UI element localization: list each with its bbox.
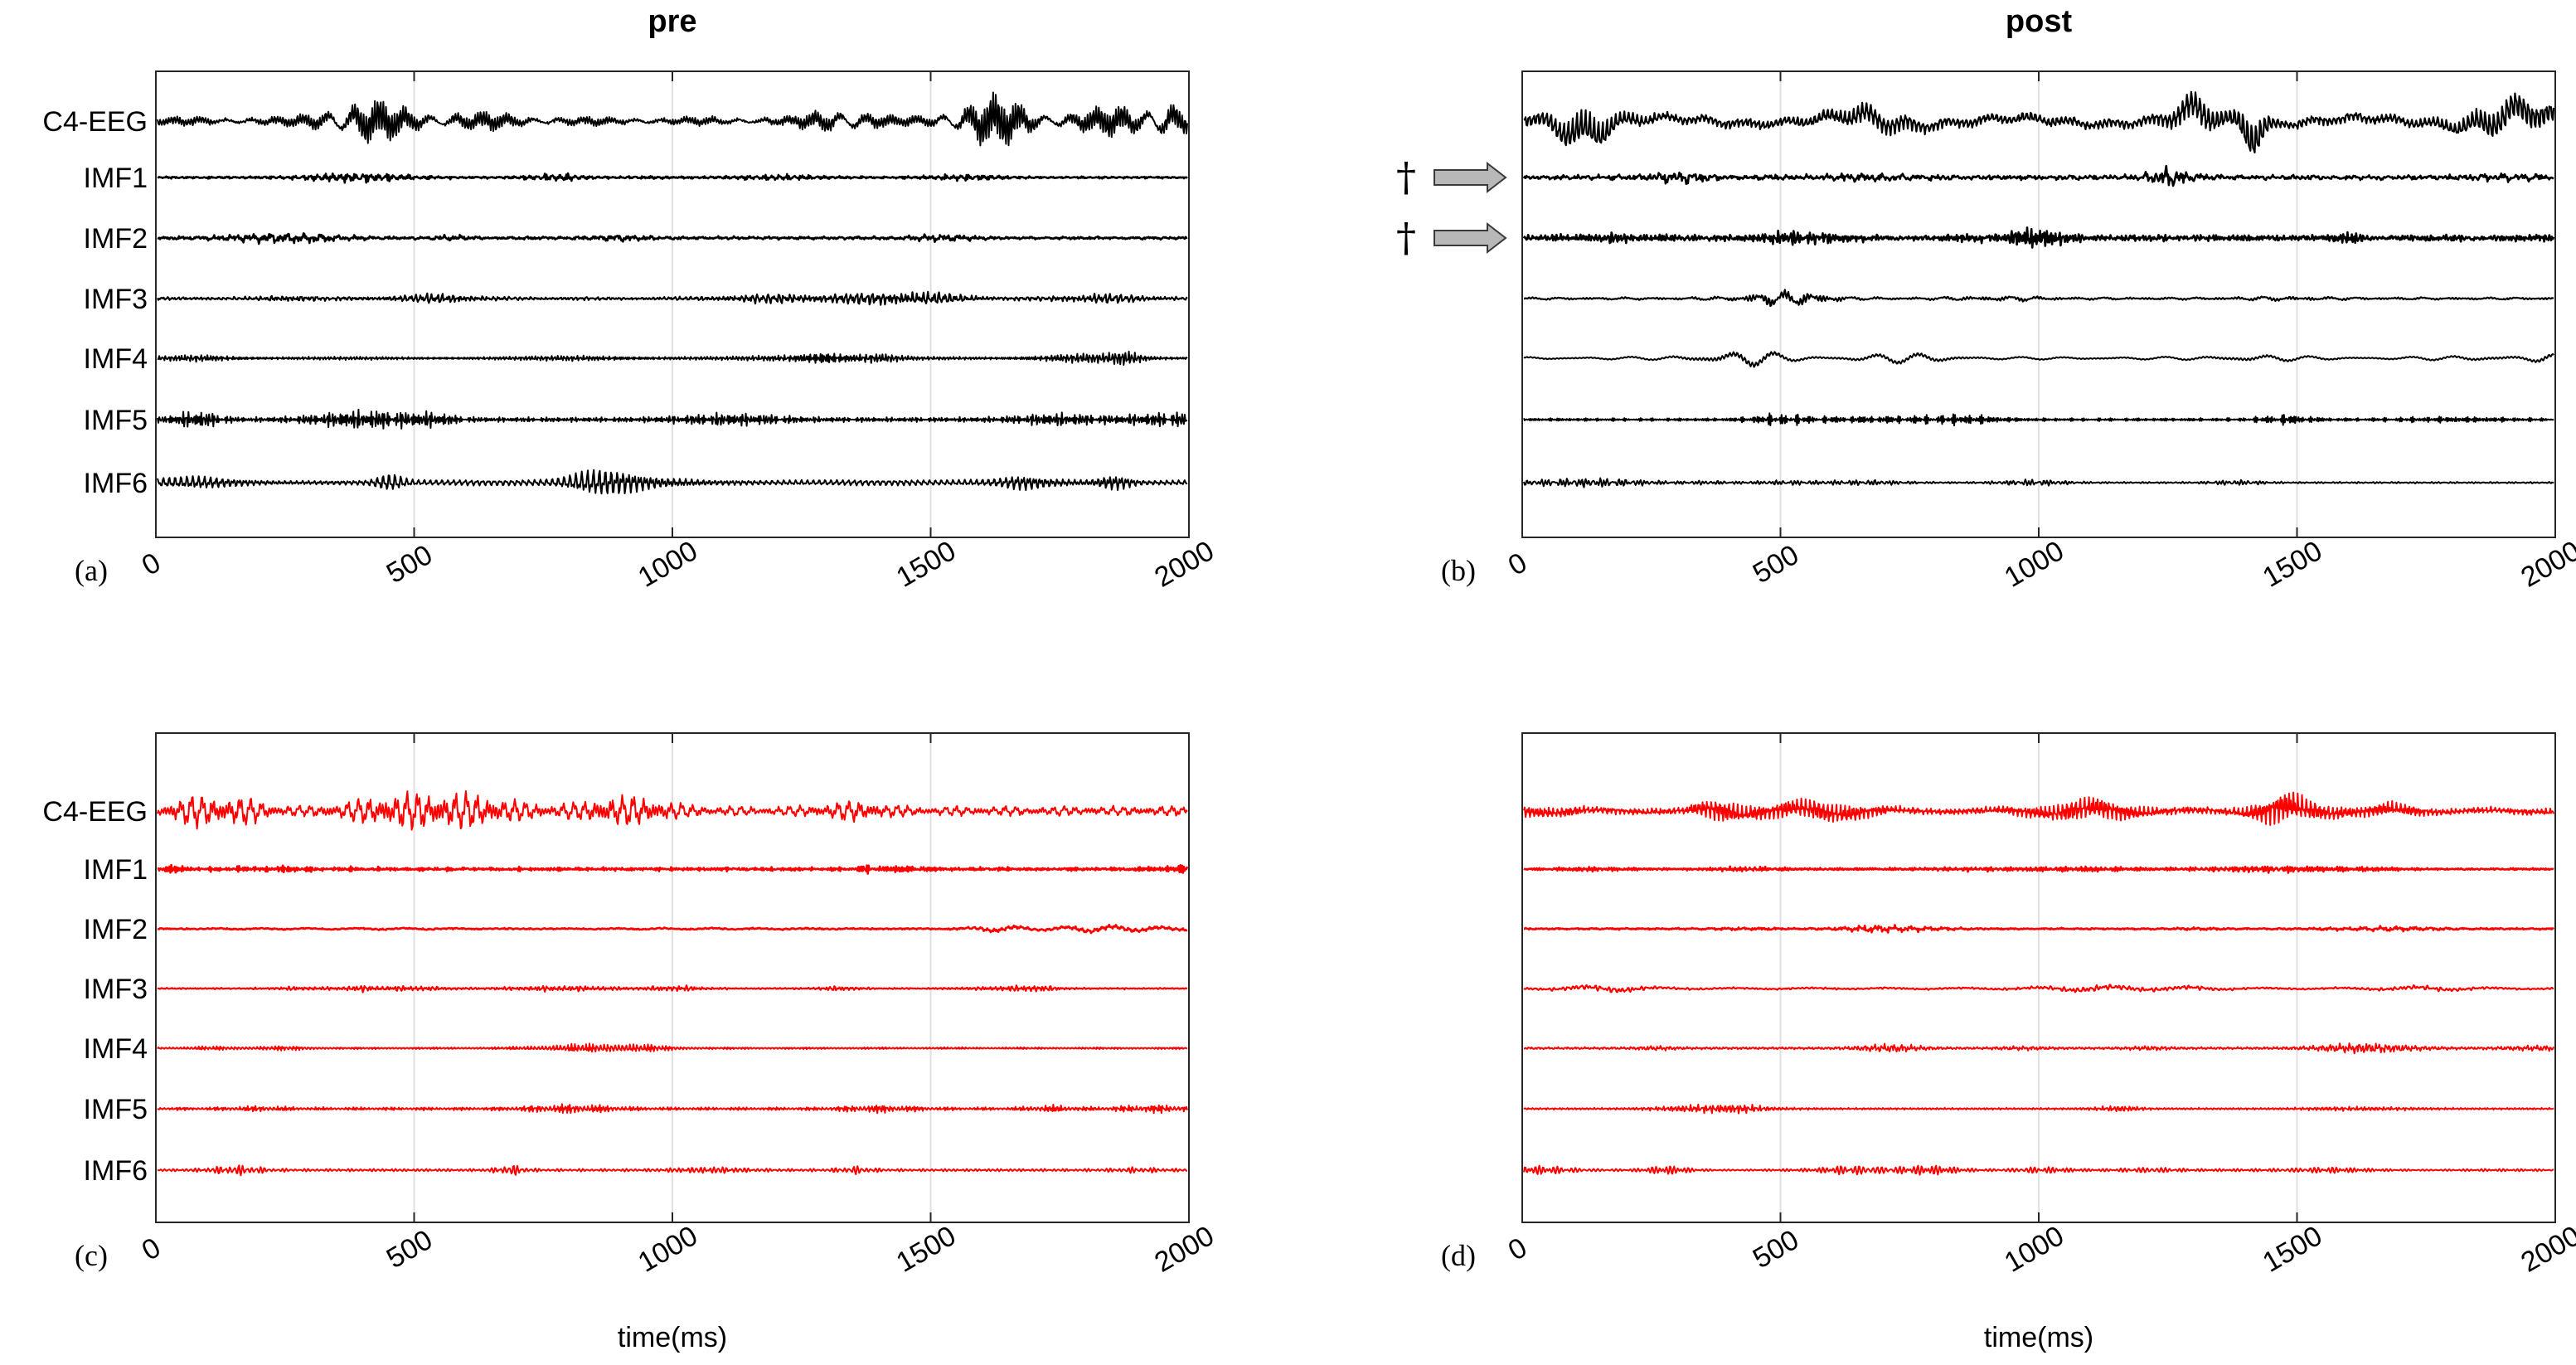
x-tick-label: 2000 [1149, 535, 1220, 594]
series-line [1523, 924, 2554, 934]
dagger-marker: † [1396, 154, 1416, 201]
panel-title: post [2006, 4, 2073, 39]
x-tick-label: 500 [381, 539, 438, 590]
series-label: C4-EEG [42, 796, 148, 828]
series-line [157, 1103, 1188, 1115]
series-line [1522, 226, 2555, 249]
series-label: IMF1 [84, 854, 148, 886]
x-tick-label: 2000 [2515, 1220, 2576, 1279]
series-line [156, 290, 1188, 306]
x-tick-label: 0 [137, 1231, 166, 1266]
x-tick-label: 1000 [633, 1220, 703, 1279]
series-line [1523, 289, 2554, 308]
panel-letter: (b) [1441, 554, 1476, 587]
series-line [1523, 791, 2554, 826]
series-line [1523, 865, 2554, 874]
series-label: IMF3 [84, 974, 148, 1005]
series-line [1523, 1164, 2554, 1176]
x-tick-label: 1000 [1999, 1220, 2069, 1279]
series-line [157, 350, 1188, 366]
series-line [157, 408, 1188, 430]
x-tick-label: 1500 [891, 535, 962, 594]
x-tick-label: 1500 [2258, 1220, 2328, 1279]
panel-letter: (a) [75, 554, 108, 587]
x-axis-label: time(ms) [1984, 1322, 2093, 1353]
series-label: IMF5 [84, 405, 148, 436]
series-line [157, 469, 1188, 495]
series-label: IMF1 [84, 163, 148, 194]
grid-lines [1779, 71, 2298, 537]
x-tick-label: 1500 [2258, 535, 2328, 594]
panel-letter: (c) [75, 1239, 108, 1272]
series-label: IMF4 [84, 343, 148, 375]
series-line [157, 1164, 1188, 1177]
x-tick-label: 500 [1748, 539, 1804, 590]
series-line [157, 863, 1189, 875]
series-label: IMF5 [84, 1094, 148, 1125]
series-line [1523, 1103, 2554, 1115]
x-axis-label: time(ms) [618, 1322, 727, 1353]
x-tick-label: 2000 [2515, 535, 2576, 594]
series-line [1522, 164, 2554, 187]
panel-letter: (d) [1441, 1239, 1476, 1272]
arrow-icon [1434, 221, 1507, 255]
x-tick-label: 0 [1503, 1231, 1532, 1266]
dagger-marker: † [1396, 215, 1416, 261]
series-line [1523, 90, 2555, 153]
series-label: IMF2 [84, 914, 148, 945]
x-tick-label: 500 [1748, 1224, 1804, 1275]
x-tick-label: 2000 [1149, 1220, 1220, 1279]
x-tick-label: 1500 [891, 1220, 962, 1279]
series-line [1523, 412, 2554, 427]
series-line [1523, 984, 2554, 993]
series-line [157, 984, 1188, 993]
x-tick-label: 1000 [633, 535, 703, 594]
series-label: IMF3 [84, 284, 148, 315]
series-line [1523, 477, 2554, 488]
x-tick-label: 0 [137, 546, 166, 581]
grid-lines [413, 71, 932, 537]
series-line [157, 91, 1188, 147]
panel-title: pre [648, 4, 696, 39]
series-label: C4-EEG [42, 106, 148, 138]
series-line [157, 789, 1188, 831]
series-label: IMF4 [84, 1033, 148, 1065]
grid-lines [1779, 733, 2298, 1222]
x-tick-label: 1000 [1999, 535, 2069, 594]
series-line [1523, 351, 2554, 368]
series-line [1523, 1042, 2554, 1055]
series-label: IMF2 [84, 223, 148, 255]
arrow-icon [1434, 161, 1507, 194]
series-label: IMF6 [84, 1155, 148, 1187]
series-line [157, 923, 1188, 935]
x-tick-label: 0 [1503, 546, 1532, 581]
series-line [157, 1042, 1188, 1053]
series-line [157, 172, 1188, 184]
series-label: IMF6 [84, 468, 148, 499]
x-tick-label: 500 [381, 1224, 438, 1275]
series-line [157, 232, 1188, 245]
